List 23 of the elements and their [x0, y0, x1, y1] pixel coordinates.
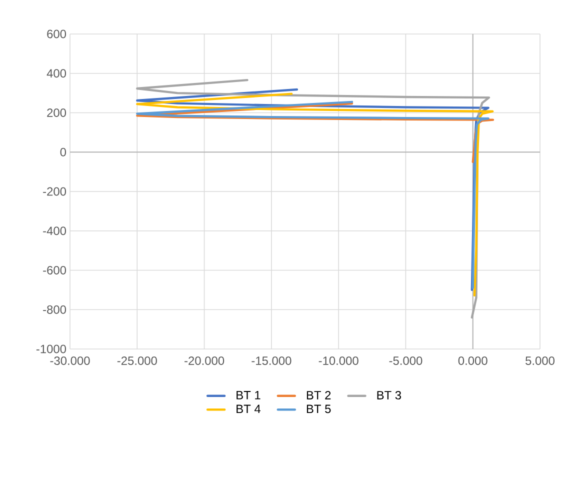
legend-label: BT 5: [306, 404, 331, 414]
x-tick-label: 5.000: [526, 356, 554, 365]
y-tick-label: -200: [43, 187, 66, 196]
y-tick-label: 400: [46, 69, 66, 78]
y-tick-label: 600: [47, 30, 66, 38]
x-tick-label: -20.000: [184, 356, 224, 365]
y-tick-label: 200: [47, 108, 66, 117]
y-tick-label: -400: [43, 226, 66, 236]
x-tick-label: -5.000: [389, 356, 422, 365]
legend-label: BT 4: [236, 404, 261, 414]
x-tick-label: -30.000: [50, 356, 90, 365]
legend-label: BT 3: [377, 390, 402, 400]
x-tick-label: -25.000: [117, 356, 157, 365]
x-tick-label: -15.000: [252, 356, 292, 365]
y-tick-label: -800: [43, 305, 66, 314]
y-tick-label: -600: [43, 266, 66, 274]
legend-label: BT 1: [236, 391, 260, 400]
x-tick-label: -10.000: [318, 356, 358, 365]
legend-label: BT 2: [306, 390, 331, 400]
x-tick-label: 0.000: [458, 356, 488, 365]
y-tick-label: 0: [60, 148, 66, 156]
line-series: [136, 102, 494, 164]
y-tick-label: -1000: [36, 344, 66, 354]
